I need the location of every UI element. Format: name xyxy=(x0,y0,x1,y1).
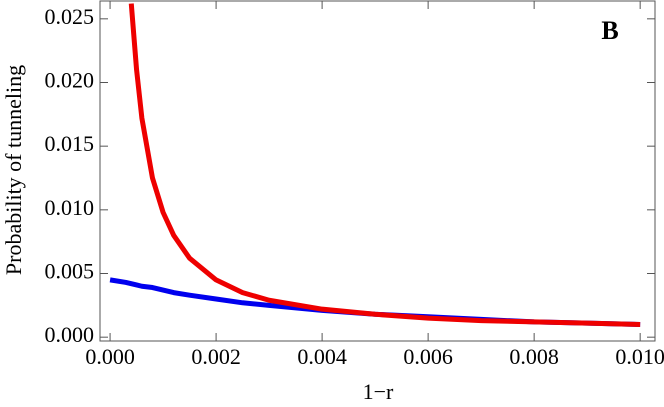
x-tick-label: 0.008 xyxy=(509,344,559,369)
series-line xyxy=(128,3,641,327)
x-tick-label: 0.010 xyxy=(615,344,664,369)
y-tick-label: 0.020 xyxy=(45,68,95,93)
y-tick-label: 0.000 xyxy=(45,322,95,347)
y-tick-label: 0.005 xyxy=(45,259,95,284)
y-tick-label: 0.025 xyxy=(45,4,95,29)
y-axis-label: Probability of tunneling xyxy=(1,65,26,275)
x-axis-label: 1−r xyxy=(363,379,394,404)
y-tick-label: 0.015 xyxy=(45,131,95,156)
x-tick-label: 0.002 xyxy=(191,344,241,369)
x-tick-label: 0.004 xyxy=(297,344,347,369)
x-tick-label: 0.006 xyxy=(403,344,453,369)
series-line xyxy=(109,277,641,327)
x-tick-label: 0.000 xyxy=(85,344,135,369)
y-tick-label: 0.010 xyxy=(45,195,95,220)
plot-frame xyxy=(99,0,656,342)
annotation: B xyxy=(601,16,618,45)
